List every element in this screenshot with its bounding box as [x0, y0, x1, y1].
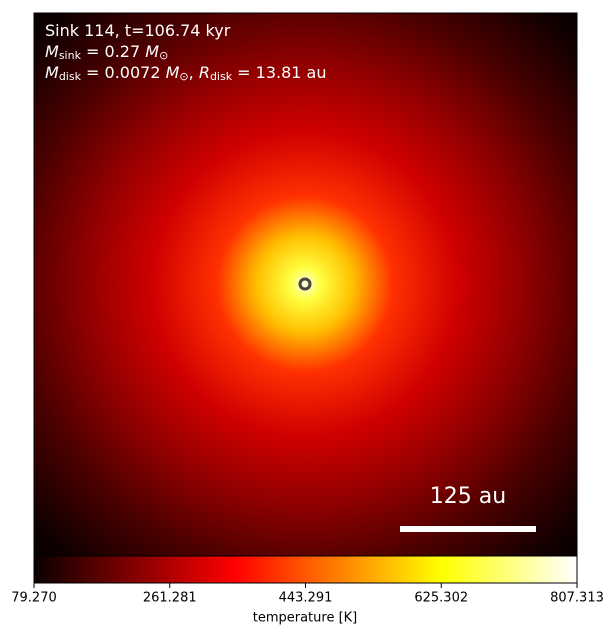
annotation-part: R [199, 63, 210, 82]
annotation-part: M [145, 42, 159, 61]
annotation: Mdisk = 0.0072 M⊙, Rdisk = 13.81 au [45, 63, 327, 84]
subscript: sink [59, 49, 82, 62]
annotation-part: = 13.81 au [232, 63, 326, 82]
annotation-part: Sink 114, t=106.74 kyr [45, 21, 231, 40]
colorbar [33, 555, 578, 584]
colorbar-tick-label: 625.302 [414, 591, 468, 606]
subscript: ⊙ [159, 49, 168, 62]
annotation-part: M [45, 63, 59, 82]
annotation: Sink 114, t=106.74 kyr [45, 21, 231, 40]
subscript: ⊙ [179, 70, 188, 83]
annotation-part: M [166, 63, 180, 82]
colorbar-tick-label: 443.291 [279, 591, 333, 606]
scale-bar-label: 125 au [430, 484, 506, 509]
colorbar-label: temperature [K] [253, 611, 358, 626]
subscript: disk [59, 70, 82, 83]
annotation-part: = 0.27 [81, 42, 145, 61]
annotation-part: M [45, 42, 59, 61]
colorbar-tick-label: 261.281 [143, 591, 197, 606]
annotation-part: = 0.0072 [81, 63, 166, 82]
colorbar-tick-label: 79.270 [11, 591, 57, 606]
annotation: Msink = 0.27 M⊙ [45, 42, 168, 63]
scale-bar [400, 526, 536, 532]
annotation-part: , [189, 63, 199, 82]
subscript: disk [210, 70, 233, 83]
sink-marker [298, 277, 312, 291]
colorbar-tick-label: 807.313 [550, 591, 604, 606]
temperature-map [33, 12, 578, 557]
